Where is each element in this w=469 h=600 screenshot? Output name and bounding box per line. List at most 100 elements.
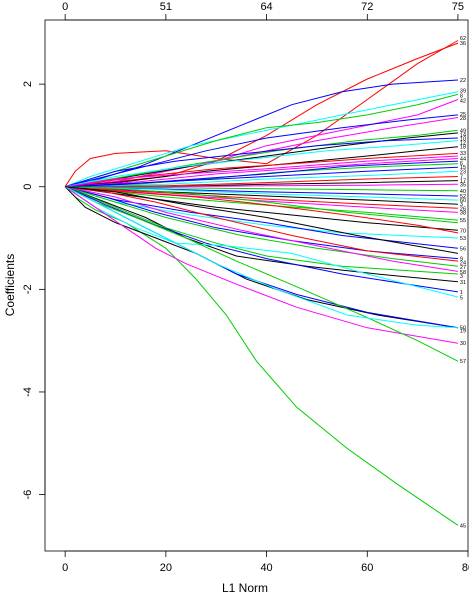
path-end-label: 35 bbox=[460, 183, 466, 189]
coefficient-path-39 bbox=[64, 186, 458, 293]
coefficient-path-44 bbox=[64, 186, 459, 362]
path-end-label: 57 bbox=[460, 359, 466, 365]
path-end-label: 12 bbox=[460, 141, 466, 147]
path-end-label: 26 bbox=[460, 206, 466, 212]
x-tick-label: 60 bbox=[361, 562, 373, 574]
x-tick-label: 0 bbox=[62, 562, 68, 574]
coefficient-path-8 bbox=[64, 114, 458, 188]
path-end-label: 17 bbox=[460, 179, 466, 185]
path-end-label: 44 bbox=[460, 157, 466, 163]
top-tick-label: 72 bbox=[361, 1, 373, 13]
path-end-label: 15 bbox=[460, 165, 466, 171]
coefficient-path-34 bbox=[65, 186, 458, 262]
path-end-label: 25 bbox=[460, 112, 466, 118]
y-tick-label: 2 bbox=[22, 81, 34, 87]
coefficient-path-50 bbox=[65, 186, 458, 254]
path-end-label: 55 bbox=[460, 218, 466, 224]
top-tick-label: 0 bbox=[62, 1, 68, 13]
path-end-label: 24 bbox=[460, 261, 466, 267]
path-end-label: 7 bbox=[460, 174, 463, 180]
x-tick-label: 40 bbox=[260, 562, 272, 574]
path-end-label: 22 bbox=[460, 78, 466, 84]
coefficient-path-6 bbox=[64, 93, 459, 188]
y-tick-label: -2 bbox=[22, 284, 34, 294]
path-end-label: 5 bbox=[460, 296, 463, 302]
path-end-label: 23 bbox=[460, 169, 466, 175]
coefficient-paths bbox=[64, 40, 459, 526]
coefficient-path-27 bbox=[65, 186, 458, 209]
coefficient-path-49 bbox=[65, 155, 458, 188]
coefficient-path-19 bbox=[65, 170, 458, 188]
path-end-label: 28 bbox=[460, 116, 466, 122]
path-end-label: 42 bbox=[460, 99, 466, 105]
y-tick-label: 0 bbox=[22, 184, 34, 190]
path-end-label: 58 bbox=[460, 270, 466, 276]
coefficient-path-22 bbox=[65, 183, 458, 188]
path-end-label: 19 bbox=[460, 328, 466, 334]
x-tick-label: 80 bbox=[462, 562, 469, 574]
path-end-label: 31 bbox=[460, 280, 466, 286]
path-end-label: 30 bbox=[460, 341, 466, 347]
left-axis: 2 0 -2 -4 -6 bbox=[22, 81, 46, 500]
coefficient-path-11 bbox=[65, 129, 458, 188]
path-end-label: 52 bbox=[460, 194, 466, 200]
path-end-label: 70 bbox=[460, 228, 466, 234]
coefficient-path-5 bbox=[64, 91, 458, 188]
y-tick-label: -4 bbox=[22, 387, 34, 397]
path-end-label: 53 bbox=[460, 236, 466, 242]
path-end-label: 60 bbox=[460, 198, 466, 204]
top-tick-label: 51 bbox=[160, 1, 172, 13]
coefficient-path-48 bbox=[65, 186, 458, 224]
x-tick-label: 20 bbox=[160, 562, 172, 574]
path-end-labels: 6236223984225284914101218334461523717354… bbox=[460, 36, 466, 529]
path-end-label: 56 bbox=[460, 246, 466, 252]
top-axis: 0 51 64 72 75 bbox=[62, 1, 464, 21]
coefficient-path-46 bbox=[65, 186, 458, 234]
y-axis-label: Coefficients bbox=[3, 254, 17, 316]
path-end-label: 27 bbox=[460, 265, 466, 271]
path-end-label: 6 bbox=[460, 161, 463, 167]
path-end-label: 40 bbox=[460, 189, 466, 195]
coefficient-path-3 bbox=[65, 42, 459, 188]
coefficient-path-36 bbox=[64, 186, 458, 272]
path-end-label: 39 bbox=[460, 88, 466, 94]
coefficient-path-28 bbox=[65, 186, 458, 213]
coefficient-path-38 bbox=[64, 186, 458, 275]
coefficient-path-30 bbox=[65, 186, 458, 231]
path-end-label: 50 bbox=[460, 325, 466, 331]
coefficient-path-37 bbox=[64, 186, 458, 283]
coefficient-path-1 bbox=[64, 186, 459, 526]
y-tick-label: -6 bbox=[22, 490, 34, 500]
path-end-label: 8 bbox=[460, 93, 463, 99]
path-end-label: 9 bbox=[460, 257, 463, 263]
coefficient-path-20 bbox=[65, 176, 458, 188]
path-end-label: 45 bbox=[460, 523, 466, 529]
coefficient-path-16 bbox=[65, 158, 458, 188]
path-end-label: 10 bbox=[460, 137, 466, 143]
coefficient-path-45 bbox=[64, 186, 458, 329]
coefficient-path-2 bbox=[64, 40, 459, 187]
coefficient-path-13 bbox=[65, 140, 458, 188]
path-end-label: 14 bbox=[460, 132, 466, 138]
top-tick-label: 64 bbox=[260, 1, 272, 13]
path-end-label: 1 bbox=[460, 290, 463, 296]
path-end-label: 49 bbox=[460, 128, 466, 134]
path-end-label: 18 bbox=[460, 145, 466, 151]
coefficient-path-47 bbox=[65, 160, 458, 188]
top-tick-label: 75 bbox=[452, 1, 464, 13]
path-end-label: 62 bbox=[460, 36, 466, 42]
coefficient-path-23 bbox=[65, 186, 458, 192]
bottom-axis: 0 20 40 60 80 bbox=[62, 550, 469, 574]
coefficient-path-43 bbox=[64, 186, 458, 344]
coefficient-path-25 bbox=[65, 186, 458, 201]
path-end-label: 33 bbox=[460, 151, 466, 157]
coefficient-path-35 bbox=[64, 186, 458, 267]
path-end-label: 36 bbox=[460, 41, 466, 47]
path-end-label: 3 bbox=[460, 274, 463, 280]
path-end-label: 38 bbox=[460, 210, 466, 216]
x-axis-label: L1 Norm bbox=[222, 581, 268, 595]
coefficient-path-12 bbox=[64, 137, 458, 188]
path-end-label: 3 bbox=[460, 202, 463, 208]
